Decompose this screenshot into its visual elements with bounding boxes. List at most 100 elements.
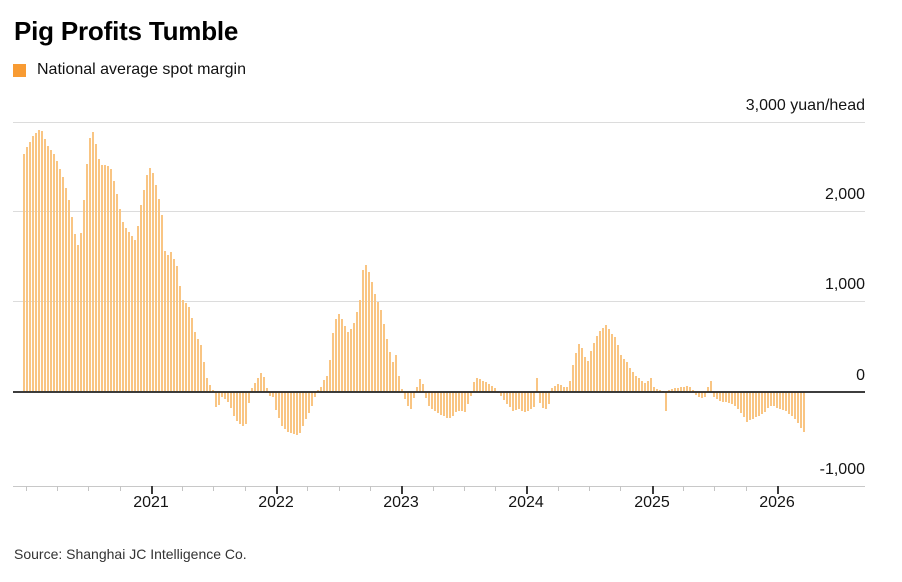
bar (44, 139, 46, 392)
bar (467, 392, 469, 404)
bar (335, 319, 337, 392)
gridline-3000 (13, 122, 865, 123)
bar (476, 378, 478, 392)
bar (296, 392, 298, 435)
bar (113, 181, 115, 392)
bar (428, 392, 430, 406)
bar (446, 392, 448, 418)
x-minor-tick (589, 486, 590, 491)
bar (71, 217, 73, 392)
bar (593, 343, 595, 392)
bar (761, 392, 763, 414)
bar (134, 240, 136, 392)
x-minor-tick (245, 486, 246, 491)
bar (161, 215, 163, 392)
bar (257, 378, 259, 392)
bar (542, 392, 544, 408)
bar (689, 387, 691, 392)
bar (800, 392, 802, 428)
bar (308, 392, 310, 413)
zero-line (13, 391, 865, 393)
bar (638, 378, 640, 392)
x-major-tick (526, 486, 528, 494)
bar (131, 236, 133, 392)
bar (782, 392, 784, 410)
x-tick-label-2023: 2023 (383, 494, 419, 511)
bar (623, 359, 625, 392)
x-minor-tick (120, 486, 121, 491)
bar (32, 136, 34, 392)
bar (401, 389, 403, 392)
bar (704, 392, 706, 397)
bar (164, 251, 166, 392)
bar (443, 392, 445, 416)
bar (422, 384, 424, 392)
bar (545, 392, 547, 409)
legend-label: National average spot margin (37, 61, 247, 78)
x-minor-tick (620, 486, 621, 491)
bar (683, 387, 685, 392)
bar (362, 270, 364, 392)
bar (68, 200, 70, 392)
x-major-tick (276, 486, 278, 494)
bar (128, 232, 130, 392)
bar (248, 392, 250, 403)
bar (215, 392, 217, 407)
bar (716, 392, 718, 399)
bar (470, 392, 472, 396)
bar (137, 226, 139, 392)
bar (260, 373, 262, 392)
bar (251, 388, 253, 392)
bar (680, 387, 682, 392)
bar (392, 362, 394, 392)
bar (209, 385, 211, 392)
bar (149, 168, 151, 392)
bar (389, 352, 391, 392)
bar (608, 329, 610, 392)
bar (803, 392, 805, 432)
bar (29, 142, 31, 392)
bar (575, 353, 577, 392)
legend-swatch-icon (13, 63, 26, 77)
bar (503, 392, 505, 400)
bar (500, 392, 502, 396)
y-tick-label-2000: 2,000 (824, 186, 865, 203)
bar (509, 392, 511, 407)
bar (185, 303, 187, 392)
bar (629, 368, 631, 392)
bar (179, 286, 181, 392)
bar (284, 392, 286, 429)
bar (356, 312, 358, 392)
bar (191, 318, 193, 392)
bar (746, 392, 748, 422)
bar (656, 389, 658, 392)
legend: National average spot margin (13, 61, 246, 79)
x-minor-tick (213, 486, 214, 491)
bar (653, 387, 655, 392)
bar (530, 392, 532, 409)
bar (596, 336, 598, 392)
x-minor-tick (370, 486, 371, 491)
bar (776, 392, 778, 408)
bar (698, 392, 700, 397)
bar (254, 383, 256, 392)
bar (182, 300, 184, 392)
bar (275, 392, 277, 410)
bar (197, 339, 199, 392)
bar (143, 190, 145, 392)
bar (767, 392, 769, 408)
bar (194, 332, 196, 392)
bar (188, 307, 190, 392)
bar (221, 392, 223, 397)
bar (449, 392, 451, 418)
bar (494, 388, 496, 392)
bar (434, 392, 436, 411)
y-tick-label-neg1000: -1,000 (819, 461, 865, 478)
bar (47, 146, 49, 392)
bar (218, 392, 220, 405)
bar (557, 384, 559, 392)
bar (491, 386, 493, 392)
bar (464, 392, 466, 412)
bar (293, 392, 295, 434)
bar (578, 344, 580, 392)
